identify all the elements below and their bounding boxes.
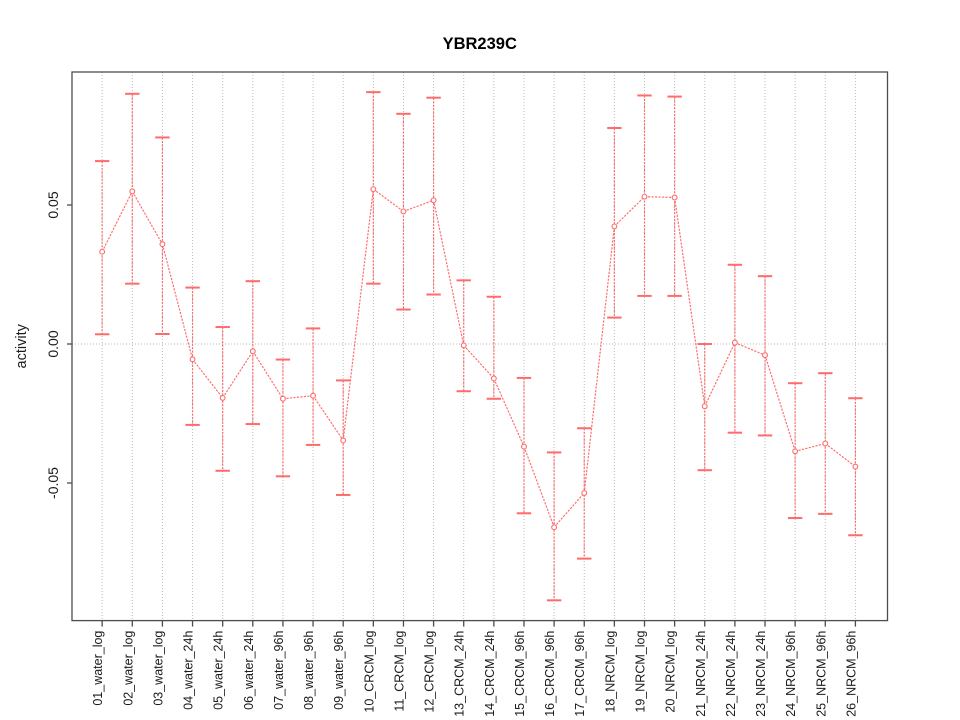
svg-text:06_water_24h: 06_water_24h — [242, 631, 256, 710]
svg-text:-0.05: -0.05 — [45, 467, 61, 499]
svg-text:19_NRCM_log: 19_NRCM_log — [634, 631, 648, 713]
svg-text:08_water_96h: 08_water_96h — [302, 631, 316, 710]
svg-text:18_NRCM_log: 18_NRCM_log — [603, 631, 617, 713]
svg-text:0.00: 0.00 — [45, 330, 61, 357]
svg-text:0.05: 0.05 — [45, 191, 61, 218]
svg-text:16_CRCM_96h: 16_CRCM_96h — [543, 631, 557, 717]
svg-text:activity: activity — [14, 323, 30, 368]
svg-text:21_NRCM_24h: 21_NRCM_24h — [694, 631, 708, 717]
svg-text:10_CRCM_log: 10_CRCM_log — [362, 631, 376, 713]
svg-text:17_CRCM_96h: 17_CRCM_96h — [573, 631, 587, 717]
svg-text:07_water_96h: 07_water_96h — [272, 631, 286, 710]
svg-text:25_NRCM_96h: 25_NRCM_96h — [814, 631, 828, 717]
svg-text:15_CRCM_96h: 15_CRCM_96h — [513, 631, 527, 717]
svg-text:11_CRCM_log: 11_CRCM_log — [392, 631, 406, 712]
svg-text:22_NRCM_24h: 22_NRCM_24h — [724, 631, 738, 717]
svg-text:12_CRCM_log: 12_CRCM_log — [423, 631, 437, 713]
svg-text:26_NRCM_96h: 26_NRCM_96h — [844, 631, 858, 717]
svg-text:14_CRCM_24h: 14_CRCM_24h — [483, 631, 497, 717]
svg-text:YBR239C: YBR239C — [443, 35, 517, 53]
svg-text:05_water_24h: 05_water_24h — [212, 631, 226, 710]
svg-text:01_water_log: 01_water_log — [91, 631, 105, 706]
svg-text:23_NRCM_24h: 23_NRCM_24h — [754, 631, 768, 717]
svg-text:24_NRCM_96h: 24_NRCM_96h — [784, 631, 798, 717]
svg-text:02_water_log: 02_water_log — [121, 631, 135, 706]
svg-text:09_water_96h: 09_water_96h — [332, 631, 346, 710]
svg-text:04_water_24h: 04_water_24h — [182, 631, 196, 710]
svg-text:03_water_log: 03_water_log — [151, 631, 165, 706]
svg-text:20_NRCM_log: 20_NRCM_log — [664, 631, 678, 713]
svg-text:13_CRCM_24h: 13_CRCM_24h — [453, 631, 467, 717]
